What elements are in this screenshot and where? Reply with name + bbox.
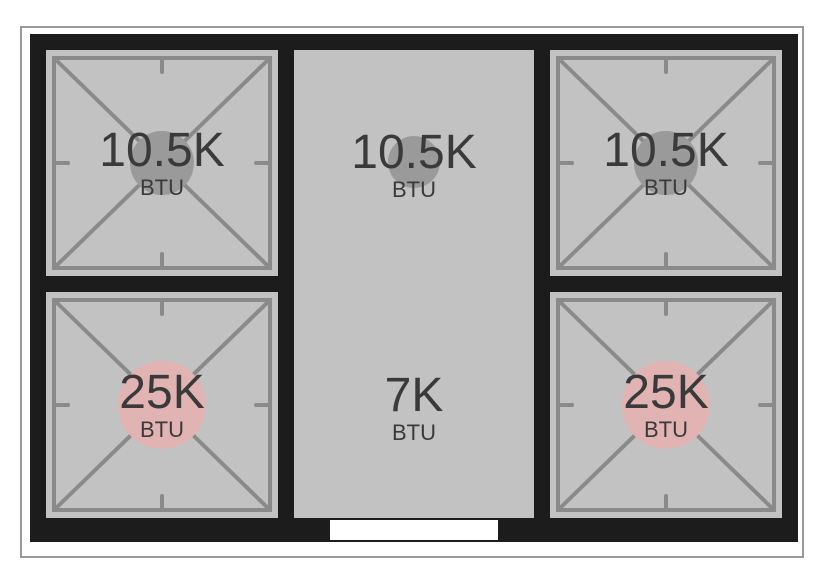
burner-top-left-value: 10.5K	[99, 127, 224, 175]
cooktop-surface: 10.5K BTU 7K BTU 10.5KBTU	[30, 34, 798, 542]
burner-top-left-unit: BTU	[99, 177, 224, 199]
burner-bottom-right-unit: BTU	[623, 419, 708, 441]
burner-bottom-right-value: 25K	[623, 369, 708, 417]
burner-top-left: 10.5KBTU	[46, 50, 278, 276]
burner-bottom-left-unit: BTU	[119, 419, 204, 441]
burner-bottom-left: 25KBTU	[46, 292, 278, 518]
burner-top-right-value: 10.5K	[603, 127, 728, 175]
burner-bottom-left-value: 25K	[119, 369, 204, 417]
burner-top-right: 10.5KBTU	[550, 50, 782, 276]
burner-top-right-unit: BTU	[603, 177, 728, 199]
griddle-bottom-unit: BTU	[294, 422, 534, 444]
griddle-bottom-burner: 7K BTU	[294, 284, 534, 518]
griddle-top-unit: BTU	[294, 179, 534, 201]
griddle-plate: 10.5K BTU 7K BTU	[294, 50, 534, 518]
griddle-bottom-value: 7K	[294, 372, 534, 420]
griddle-front-slot	[330, 520, 498, 540]
griddle-top-value: 10.5K	[294, 129, 534, 177]
griddle-top-burner: 10.5K BTU	[294, 50, 534, 284]
cooktop-outer-frame: 10.5K BTU 7K BTU 10.5KBTU	[20, 26, 804, 558]
burner-bottom-right: 25KBTU	[550, 292, 782, 518]
